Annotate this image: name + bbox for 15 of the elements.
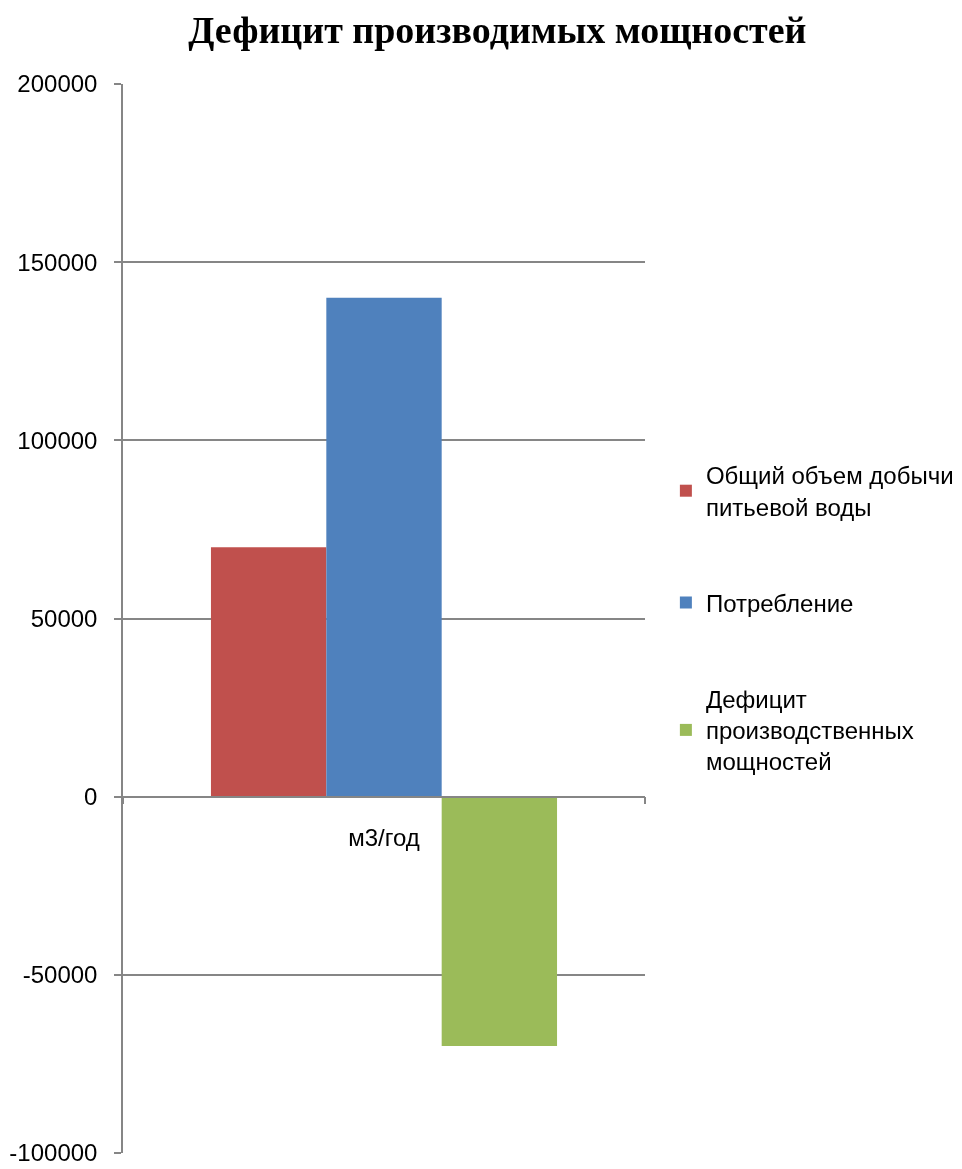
x-tick-label: м3/год [348, 824, 420, 852]
legend-label: Дефицит производственных мощностей [705, 686, 914, 776]
legend-label: Потребление [705, 589, 854, 617]
bar [326, 297, 442, 797]
y-tick-label: 200000 [17, 70, 98, 98]
bar [441, 796, 558, 1047]
bar [210, 547, 327, 797]
y-tick-label: -50000 [22, 961, 98, 989]
y-tick-label: -100000 [9, 1139, 98, 1167]
y-tick-label: 0 [84, 783, 98, 811]
y-tick-label: 100000 [17, 426, 98, 454]
y-tick-label: 150000 [17, 248, 98, 276]
y-tick-label: 50000 [30, 604, 98, 632]
legend-label: Общий объем добычи питьевой воды [705, 462, 954, 521]
chart-title: Дефицит производимых мощностей [188, 9, 807, 52]
